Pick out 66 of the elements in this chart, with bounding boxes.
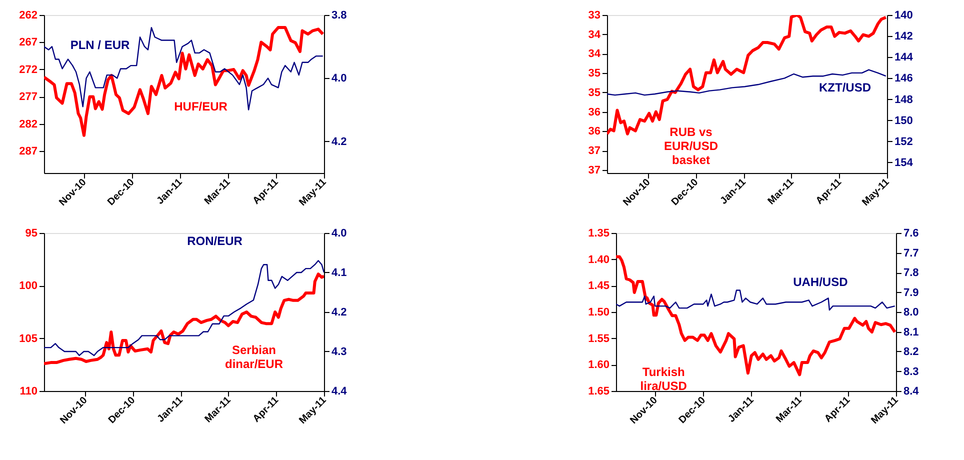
y-tick-label: 36 <box>588 126 600 138</box>
y2-tick-label: 8.3 <box>904 366 919 378</box>
y-tick-label: 35 <box>588 68 600 80</box>
y-tick-label: 1.35 <box>588 228 610 240</box>
y2-tick-label: 148 <box>894 94 913 106</box>
y2-tick-label: 146 <box>894 72 913 85</box>
y-tick-label: 1.55 <box>588 332 610 345</box>
y-tick-label: 1.50 <box>588 306 610 318</box>
line-series <box>616 290 896 311</box>
series-label: PLN / EUR <box>70 38 130 52</box>
y2-tick-label: 8.2 <box>904 346 919 358</box>
y2-tick-label: 7.7 <box>904 247 919 260</box>
y-tick-label: 267 <box>19 36 38 49</box>
y2-tick-label: 150 <box>894 114 913 127</box>
series-label: UAH/USD <box>793 274 848 289</box>
line-series <box>616 255 896 376</box>
text: Turkish lira/USD <box>640 365 688 394</box>
y2-tick-label: 7.6 <box>904 228 919 240</box>
y2-tick-label: 7.8 <box>904 267 919 279</box>
y-tick-label: 37 <box>588 164 600 176</box>
y2-tick-label: 3.8 <box>332 10 347 22</box>
series-label: HUF/EUR <box>174 100 228 114</box>
y2-tick-label: 4.3 <box>332 346 347 358</box>
y-tick-label: 1.65 <box>588 386 610 398</box>
line-series <box>44 260 324 356</box>
y-tick-label: 282 <box>19 118 38 130</box>
y2-tick-label: 140 <box>894 10 913 22</box>
y2-tick-label: 8.1 <box>904 326 919 338</box>
y2-tick-label: 8.4 <box>904 386 920 398</box>
line-series <box>607 69 886 96</box>
line-series <box>607 15 887 136</box>
y2-tick-label: 7.9 <box>904 286 919 299</box>
y2-tick-label: 144 <box>894 52 914 64</box>
y-tick-label: 100 <box>19 280 38 292</box>
y-tick-label: 262 <box>19 10 38 22</box>
y2-tick-label: 154 <box>894 156 914 169</box>
y2-tick-label: 4.1 <box>332 267 347 279</box>
y-tick-label: 1.45 <box>588 280 610 292</box>
y2-tick-label: 4.4 <box>332 386 348 398</box>
y2-tick-label: 142 <box>894 30 913 43</box>
y2-tick-label: 8.0 <box>904 306 919 318</box>
text: RON/EUR <box>187 234 243 248</box>
y2-tick-label: 152 <box>894 136 913 148</box>
y2-tick-label: 4.2 <box>332 306 347 318</box>
line-series <box>44 27 324 110</box>
series-label: RUB vs EUR/USD basket <box>664 124 718 167</box>
y-tick-label: 34 <box>588 28 602 41</box>
series-label: KZT/USD <box>819 80 872 95</box>
y-tick-label: 110 <box>20 386 38 398</box>
y-tick-label: 34 <box>588 48 602 60</box>
y-tick-label: 37 <box>588 145 600 158</box>
y2-tick-label: 4.2 <box>332 136 347 148</box>
y-tick-label: 36 <box>588 106 600 118</box>
y-tick-label: 1.40 <box>588 254 610 266</box>
y-tick-label: 95 <box>25 228 38 240</box>
y2-tick-label: 4.0 <box>332 72 347 85</box>
line-series <box>44 26 324 137</box>
y-tick-label: 272 <box>19 64 38 76</box>
y-tick-label: 33 <box>588 10 600 22</box>
y2-tick-label: 4.0 <box>332 228 347 240</box>
y-tick-label: 287 <box>19 146 38 158</box>
y-tick-label: 105 <box>19 332 38 345</box>
series-label: Serbian dinar/EUR <box>224 342 284 371</box>
y-tick-label: 35 <box>588 86 600 99</box>
y-tick-label: 1.60 <box>588 359 610 372</box>
y-tick-label: 277 <box>19 91 38 104</box>
